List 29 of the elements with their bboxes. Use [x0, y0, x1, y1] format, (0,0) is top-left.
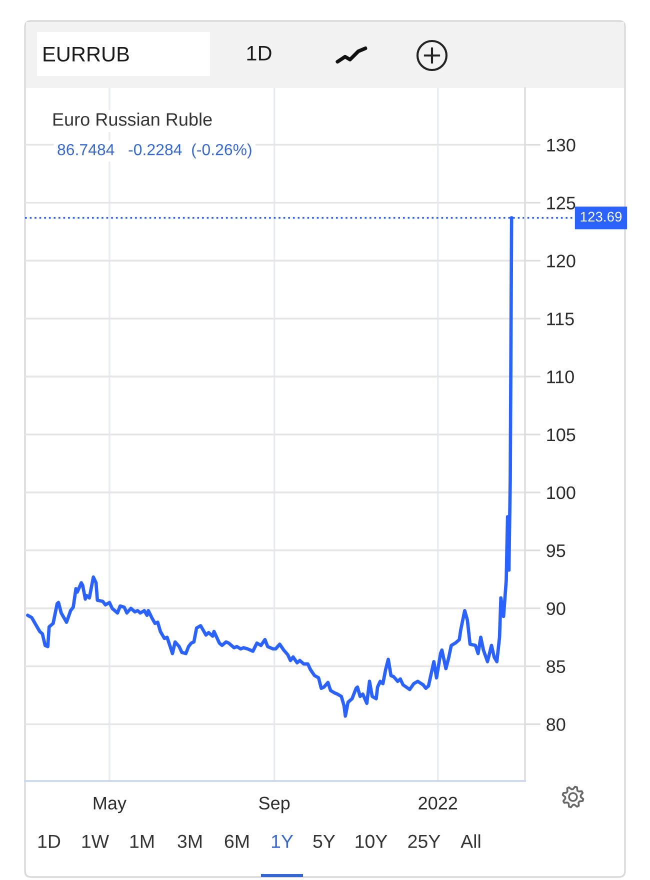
text: 10Y	[356, 834, 388, 848]
ref-line-label: 123.69	[580, 212, 622, 222]
x-tick-label: Sep	[259, 796, 290, 814]
y-tick-label: 125	[547, 196, 576, 210]
text: 3M	[178, 834, 202, 848]
y-tick-label: 85	[546, 660, 566, 673]
y-tick-label: 90	[546, 602, 566, 616]
y-tick-label: 115	[547, 312, 574, 326]
y-tick-label: 100	[547, 486, 576, 500]
y-tick-label: 80	[546, 718, 566, 731]
y-tick-label: 95	[546, 544, 566, 558]
text: Euro Russian Ruble	[53, 112, 212, 126]
x-tick-label: May	[94, 796, 126, 814]
text: 1D	[38, 834, 60, 848]
y-tick-label: 110	[547, 370, 574, 384]
text: 5Y	[313, 834, 336, 848]
y-tick-label: 120	[547, 254, 576, 268]
y-tick-label: 105	[547, 428, 576, 442]
text: 6M	[224, 834, 248, 848]
text: 1Y	[272, 834, 294, 848]
chart-title: EURRUB	[44, 47, 129, 62]
text: 1M	[130, 834, 154, 848]
text: 1D	[247, 46, 272, 60]
text: 1W	[82, 834, 109, 848]
annotation: 86.7484 -0.2284 (-0.26%)	[58, 144, 252, 158]
y-tick-label: 130	[547, 138, 576, 152]
x-tick-label: 2022	[418, 796, 458, 810]
text: All	[460, 834, 480, 848]
text: 25Y	[408, 834, 440, 848]
